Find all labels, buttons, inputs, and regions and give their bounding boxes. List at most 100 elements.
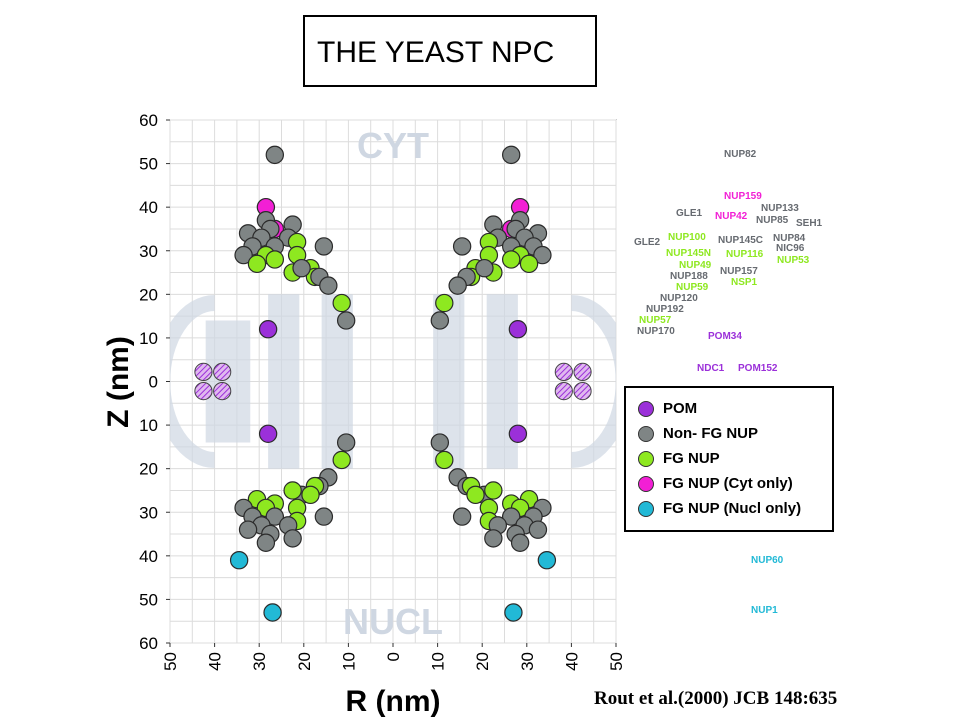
nup-point — [528, 520, 548, 539]
region-label-cyt: CYT — [357, 125, 429, 166]
x-tick-label: 40 — [206, 652, 225, 671]
nup-point — [263, 603, 282, 622]
nup-point — [435, 450, 454, 470]
watermark-shape — [268, 294, 300, 469]
nup-label: NUP42 — [715, 211, 748, 222]
page-title: THE YEAST NPC — [317, 36, 555, 69]
y-tick-label: 30 — [139, 503, 158, 522]
y-tick-label: 50 — [139, 590, 158, 609]
watermark-shape — [205, 320, 251, 443]
legend-swatch — [638, 401, 654, 417]
membrane-point — [573, 362, 592, 382]
nup-label: POM34 — [708, 331, 742, 342]
nup-point — [430, 311, 450, 330]
nup-point — [466, 485, 485, 505]
y-tick-label: 0 — [149, 373, 158, 392]
nup-point — [336, 433, 356, 452]
membrane-point — [213, 381, 232, 401]
nup-label: NUP145N — [666, 248, 712, 259]
legend-swatch — [638, 476, 654, 492]
y-tick-label: 40 — [139, 547, 158, 566]
nup-label: NUP57 — [639, 315, 672, 326]
nup-point — [504, 603, 523, 622]
citation: Rout et al.(2000) JCB 148:635 — [594, 688, 838, 709]
nup-label: NUP49 — [679, 260, 712, 271]
legend-label: FG NUP — [663, 450, 720, 467]
nup-point — [484, 529, 503, 548]
y-tick-label: 20 — [139, 285, 158, 304]
nup-point — [484, 481, 503, 500]
nup-point — [292, 258, 311, 278]
x-tick-label: 20 — [473, 652, 492, 671]
region-label-nucl: NUCL — [343, 601, 443, 642]
nup-label: NUP82 — [724, 149, 757, 160]
nup-label: NUP170 — [637, 326, 675, 337]
nup-point — [501, 250, 521, 269]
legend-label: FG NUP (Cyt only) — [663, 475, 793, 492]
nup-label: GLE2 — [634, 237, 661, 248]
x-tick-label: 10 — [339, 652, 358, 671]
y-tick-label: 30 — [139, 242, 158, 261]
nup-point — [238, 520, 258, 539]
nup-point — [332, 293, 351, 313]
nup-point — [537, 550, 557, 570]
x-tick-label: 50 — [161, 652, 180, 671]
x-tick-label: 40 — [562, 652, 581, 671]
x-tick-label: 30 — [250, 652, 269, 671]
legend-label: FG NUP (Nucl only) — [663, 500, 802, 517]
nup-point — [336, 311, 356, 330]
y-tick-label: 20 — [139, 460, 158, 479]
nup-label: SEH1 — [796, 218, 823, 229]
legend-label: Non- FG NUP — [663, 425, 758, 442]
nup-point — [229, 550, 249, 570]
membrane-point — [573, 381, 592, 401]
nup-point — [501, 507, 521, 526]
nup-label: NUP159 — [724, 191, 762, 202]
watermark-arc-right — [570, 295, 616, 468]
y-tick-label: 60 — [139, 634, 158, 653]
nup-point — [258, 320, 278, 339]
nup-point — [510, 533, 530, 552]
nup-label: NUP59 — [676, 282, 709, 293]
nup-point — [475, 258, 494, 278]
y-tick-label: 10 — [139, 416, 158, 435]
nup-point — [265, 507, 285, 526]
nup-point — [314, 237, 334, 256]
nup-label: NUP133 — [761, 203, 799, 214]
y-tick-label: 10 — [139, 329, 158, 348]
membrane-point — [213, 362, 232, 382]
legend: POM Non- FG NUP FG NUP FG NUP (Cyt only) FG … — [624, 386, 834, 532]
y-tick-label: 40 — [139, 198, 158, 217]
nup-point — [508, 320, 528, 339]
nup-label: NUP84 — [773, 233, 806, 244]
legend-swatch — [638, 501, 654, 517]
nup-point — [265, 145, 285, 165]
x-tick-label: 10 — [429, 652, 448, 671]
nup-point — [319, 276, 338, 295]
nup-point — [256, 533, 276, 552]
nup-point — [258, 424, 278, 443]
nup-point — [234, 245, 253, 265]
nup-label: NUP60 — [751, 555, 784, 566]
nup-point — [283, 481, 302, 500]
title-box: THE YEAST NPC — [303, 15, 597, 87]
nup-label: NUP120 — [660, 293, 698, 304]
nup-label: GLE1 — [676, 208, 703, 219]
nup-point — [519, 254, 539, 274]
membrane-point — [194, 362, 213, 382]
nup-label: NUP53 — [777, 255, 810, 266]
nup-label: NSP1 — [731, 277, 758, 288]
nup-point — [452, 507, 472, 526]
membrane-point — [554, 362, 573, 382]
nup-label: NDC1 — [697, 363, 725, 374]
nup-point — [452, 237, 472, 256]
x-tick-label: 50 — [607, 652, 626, 671]
membrane-point — [194, 381, 213, 401]
y-tick-label: 50 — [139, 155, 158, 174]
nup-point — [435, 293, 454, 313]
nup-point — [265, 250, 285, 269]
nup-label: NUP1 — [751, 605, 778, 616]
nup-label: NUP157 — [720, 266, 758, 277]
x-tick-label: 20 — [295, 652, 314, 671]
